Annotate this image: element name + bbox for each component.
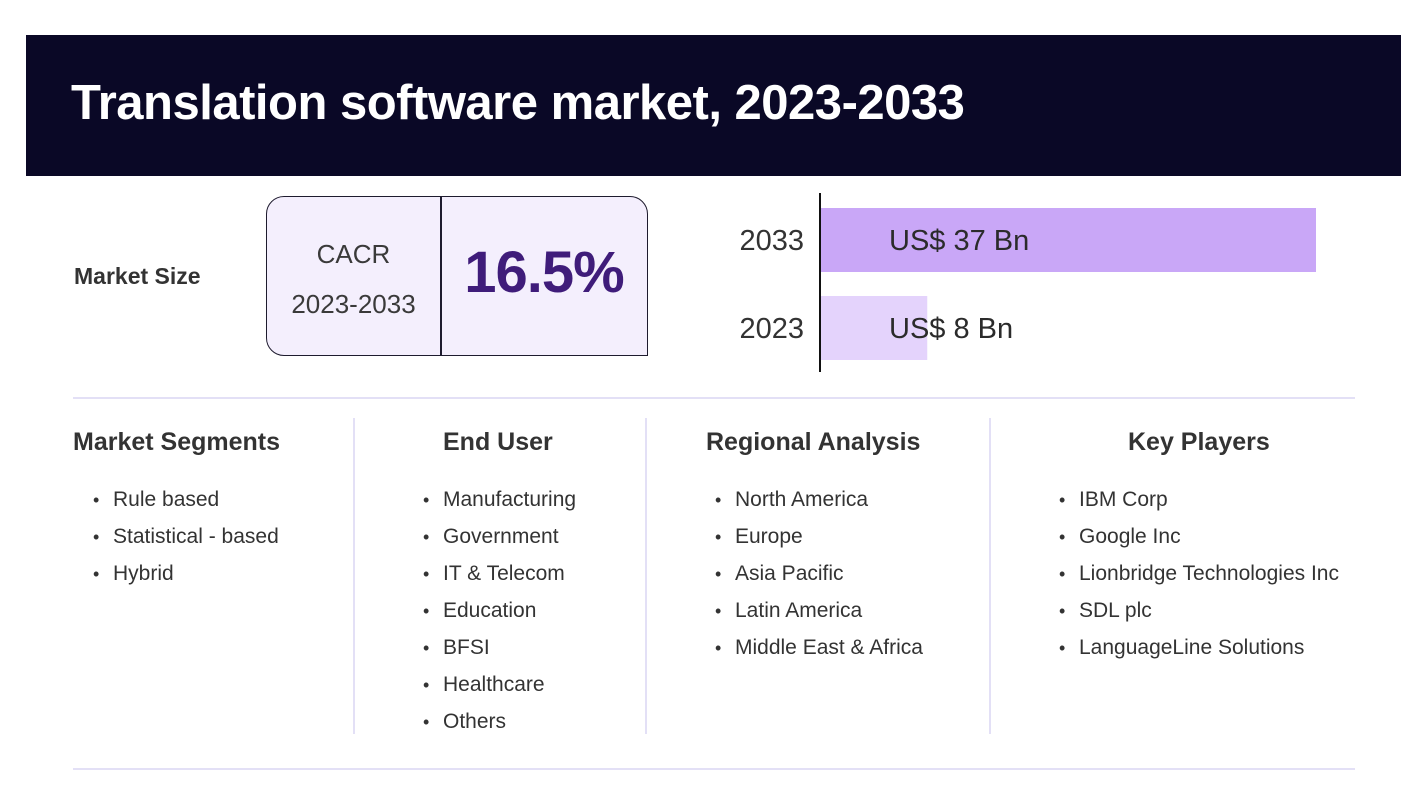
list-item-label: Europe bbox=[735, 525, 803, 548]
list-item: • IBM Corp bbox=[1059, 488, 1339, 525]
list-item: • Asia Pacific bbox=[715, 562, 923, 599]
bullet-icon: • bbox=[1059, 638, 1066, 658]
market-segments-list: • Rule based • Statistical - based • Hybrid bbox=[93, 488, 279, 599]
key-players-list: • IBM Corp • Google Inc • Lionbridge Technolo… bbox=[1059, 488, 1339, 673]
list-item-label: Manufacturing bbox=[443, 488, 577, 511]
list-item: • Others bbox=[423, 710, 576, 747]
list-item: • Government bbox=[423, 525, 576, 562]
list-item: • Europe bbox=[715, 525, 923, 562]
list-item-label: Asia Pacific bbox=[735, 562, 844, 585]
category-label-2033: 2033 bbox=[739, 225, 804, 257]
page-title: Translation software market, 2023-2033 bbox=[71, 76, 965, 130]
market-size-label: Market Size bbox=[74, 263, 201, 289]
column-divider-3 bbox=[989, 418, 991, 734]
cagr-box: CACR 2023-2033 16.5% bbox=[266, 196, 648, 356]
bullet-icon: • bbox=[423, 675, 430, 695]
list-item-label: SDL plc bbox=[1079, 599, 1152, 622]
market-segments-heading: Market Segments bbox=[73, 428, 281, 456]
cagr-label: CACR bbox=[316, 239, 391, 269]
bullet-icon: • bbox=[715, 638, 722, 658]
list-item: • Healthcare bbox=[423, 673, 576, 710]
bullet-icon: • bbox=[1059, 527, 1066, 547]
cagr-value: 16.5% bbox=[464, 240, 624, 305]
list-item: • Rule based bbox=[93, 488, 279, 525]
key-players-heading: Key Players bbox=[1128, 428, 1270, 456]
list-item: • SDL plc bbox=[1059, 599, 1339, 636]
end-user-list: • Manufacturing • Government • IT & Telecom • E… bbox=[423, 488, 577, 747]
regional-analysis-column: Regional Analysis • North America • Europe •… bbox=[706, 428, 923, 659]
list-item: • Middle East & Africa bbox=[715, 636, 923, 673]
list-item: • LanguageLine Solutions bbox=[1059, 636, 1339, 673]
bullet-icon: • bbox=[423, 527, 430, 547]
category-label-2023: 2023 bbox=[739, 313, 804, 345]
list-item: • Google Inc bbox=[1059, 525, 1339, 562]
data-label-2023: US$ 8 Bn bbox=[889, 313, 1013, 345]
bullet-icon: • bbox=[93, 490, 100, 510]
list-item-label: Education bbox=[443, 599, 537, 622]
list-item: • Manufacturing bbox=[423, 488, 577, 525]
list-item-label: Healthcare bbox=[443, 673, 545, 696]
list-item: • IT & Telecom bbox=[423, 562, 576, 599]
list-item: • Education bbox=[423, 599, 576, 636]
list-item: • Latin America bbox=[715, 599, 923, 636]
section-divider-bottom bbox=[73, 768, 1355, 770]
list-item-label: Rule based bbox=[113, 488, 220, 511]
bar-2023 bbox=[820, 296, 928, 360]
list-item-label: Hybrid bbox=[113, 562, 174, 585]
list-item-label: Latin America bbox=[735, 599, 863, 622]
bullet-icon: • bbox=[423, 601, 430, 621]
market-segments-column: Market Segments • Rule based • Statistical … bbox=[73, 428, 281, 585]
bullet-icon: • bbox=[715, 564, 722, 584]
cagr-divider bbox=[440, 197, 442, 355]
list-item-label: IBM Corp bbox=[1079, 488, 1168, 511]
column-divider-1 bbox=[353, 418, 355, 734]
list-item-label: IT & Telecom bbox=[443, 562, 565, 585]
bullet-icon: • bbox=[715, 490, 722, 510]
regional-analysis-heading: Regional Analysis bbox=[706, 428, 921, 456]
list-item: • Hybrid bbox=[93, 562, 279, 599]
list-item: • North America bbox=[715, 488, 923, 525]
end-user-heading: End User bbox=[443, 428, 553, 456]
bullet-icon: • bbox=[423, 490, 430, 510]
bullet-icon: • bbox=[715, 601, 722, 621]
cagr-period: 2023-2033 bbox=[291, 289, 416, 319]
list-item-label: Lionbridge Technologies Inc bbox=[1079, 562, 1339, 585]
market-size-bar-chart: 2033 US$ 37 Bn 2023 US$ 8 Bn bbox=[739, 193, 1316, 372]
header-banner: Translation software market, 2023-2033 bbox=[26, 35, 1401, 176]
list-item-label: Others bbox=[443, 710, 507, 733]
bullet-icon: • bbox=[423, 712, 430, 732]
bullet-icon: • bbox=[93, 527, 100, 547]
bullet-icon: • bbox=[715, 527, 722, 547]
data-label-2033: US$ 37 Bn bbox=[889, 225, 1029, 257]
list-item-label: Statistical - based bbox=[113, 525, 279, 548]
bullet-icon: • bbox=[423, 564, 430, 584]
list-item: • Lionbridge Technologies Inc bbox=[1059, 562, 1339, 599]
list-item-label: LanguageLine Solutions bbox=[1079, 636, 1305, 659]
key-players-column: Key Players • IBM Corp • Google Inc • Lionbri… bbox=[1059, 428, 1339, 659]
bullet-icon: • bbox=[93, 564, 100, 584]
bullet-icon: • bbox=[1059, 564, 1066, 584]
list-item: • Statistical - based bbox=[93, 525, 279, 562]
list-item-label: North America bbox=[735, 488, 869, 511]
list-item-label: Google Inc bbox=[1079, 525, 1181, 548]
list-item-label: Middle East & Africa bbox=[735, 636, 923, 659]
list-item: • BFSI bbox=[423, 636, 576, 673]
bullet-icon: • bbox=[1059, 490, 1066, 510]
end-user-column: End User • Manufacturing • Government • IT & … bbox=[423, 428, 576, 733]
bullet-icon: • bbox=[1059, 601, 1066, 621]
list-item-label: BFSI bbox=[443, 636, 490, 659]
bar-2033 bbox=[820, 208, 1316, 272]
column-divider-2 bbox=[645, 418, 647, 734]
bullet-icon: • bbox=[423, 638, 430, 658]
list-item-label: Government bbox=[443, 525, 559, 548]
regional-analysis-list: • North America • Europe • Asia Pacific • Latin… bbox=[715, 488, 923, 673]
section-divider-top bbox=[73, 397, 1355, 399]
